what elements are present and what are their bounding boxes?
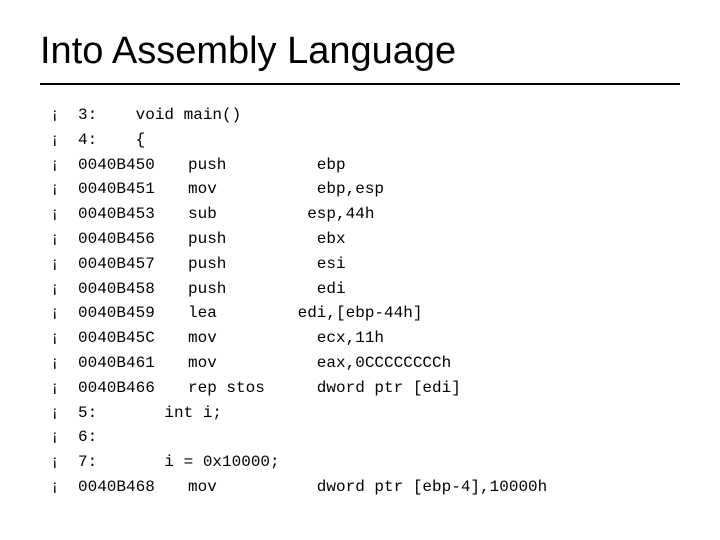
bullet-icon: ¡ (50, 128, 78, 153)
code-line: ¡0040B451mov ebp,esp (50, 177, 680, 202)
bullet-icon: ¡ (50, 401, 78, 426)
code-line: ¡0040B461mov eax,0CCCCCCCCh (50, 351, 680, 376)
bullet-icon: ¡ (50, 227, 78, 252)
code-line: ¡0040B466rep stos dword ptr [edi] (50, 376, 680, 401)
code-line: ¡0040B450push ebp (50, 153, 680, 178)
bullet-icon: ¡ (50, 301, 78, 326)
source-line: 5: int i; (78, 401, 680, 426)
asm-address: 0040B45C (78, 326, 188, 351)
asm-op: mov (188, 326, 288, 351)
code-line: ¡7: i = 0x10000; (50, 450, 680, 475)
code-line: ¡0040B45Cmov ecx,11h (50, 326, 680, 351)
asm-address: 0040B457 (78, 252, 188, 277)
asm-address: 0040B461 (78, 351, 188, 376)
code-line: ¡0040B459lea edi,[ebp-44h] (50, 301, 680, 326)
asm-op: push (188, 252, 288, 277)
asm-address: 0040B468 (78, 475, 188, 500)
slide: Into Assembly Language ¡3: void main()¡4… (0, 0, 720, 540)
bullet-icon: ¡ (50, 475, 78, 500)
code-line: ¡6: (50, 425, 680, 450)
asm-address: 0040B466 (78, 376, 188, 401)
bullet-icon: ¡ (50, 326, 78, 351)
asm-args: esp,44h (288, 202, 680, 227)
asm-op: mov (188, 177, 288, 202)
asm-op: push (188, 153, 288, 178)
code-line: ¡0040B458push edi (50, 277, 680, 302)
bullet-icon: ¡ (50, 351, 78, 376)
asm-op: rep stos (188, 376, 288, 401)
slide-body: ¡3: void main()¡4: {¡0040B450push ebp¡00… (40, 99, 680, 500)
code-line: ¡0040B468mov dword ptr [ebp-4],10000h (50, 475, 680, 500)
asm-args: ebp (288, 153, 680, 178)
bullet-icon: ¡ (50, 103, 78, 128)
asm-args: ecx,11h (288, 326, 680, 351)
asm-args: eax,0CCCCCCCCh (288, 351, 680, 376)
asm-op: mov (188, 351, 288, 376)
asm-op: push (188, 227, 288, 252)
code-line: ¡0040B457push esi (50, 252, 680, 277)
code-line: ¡5: int i; (50, 401, 680, 426)
bullet-icon: ¡ (50, 376, 78, 401)
bullet-icon: ¡ (50, 202, 78, 227)
asm-address: 0040B451 (78, 177, 188, 202)
asm-op: sub (188, 202, 288, 227)
asm-op: mov (188, 475, 288, 500)
source-line: 7: i = 0x10000; (78, 450, 680, 475)
bullet-icon: ¡ (50, 177, 78, 202)
source-line: 4: { (78, 128, 680, 153)
bullet-icon: ¡ (50, 450, 78, 475)
asm-args: dword ptr [edi] (288, 376, 680, 401)
asm-args: esi (288, 252, 680, 277)
asm-address: 0040B459 (78, 301, 188, 326)
source-line: 6: (78, 425, 680, 450)
asm-args: dword ptr [ebp-4],10000h (288, 475, 680, 500)
source-line: 3: void main() (78, 103, 680, 128)
asm-address: 0040B458 (78, 277, 188, 302)
asm-op: lea (188, 301, 288, 326)
code-line: ¡0040B456push ebx (50, 227, 680, 252)
asm-address: 0040B450 (78, 153, 188, 178)
bullet-icon: ¡ (50, 153, 78, 178)
asm-args: ebp,esp (288, 177, 680, 202)
asm-address: 0040B453 (78, 202, 188, 227)
asm-args: ebx (288, 227, 680, 252)
code-line: ¡3: void main() (50, 103, 680, 128)
code-line: ¡0040B453sub esp,44h (50, 202, 680, 227)
bullet-icon: ¡ (50, 252, 78, 277)
bullet-icon: ¡ (50, 277, 78, 302)
code-line: ¡4: { (50, 128, 680, 153)
asm-address: 0040B456 (78, 227, 188, 252)
slide-title: Into Assembly Language (40, 30, 680, 85)
asm-args: edi (288, 277, 680, 302)
bullet-icon: ¡ (50, 425, 78, 450)
asm-args: edi,[ebp-44h] (288, 301, 680, 326)
asm-op: push (188, 277, 288, 302)
